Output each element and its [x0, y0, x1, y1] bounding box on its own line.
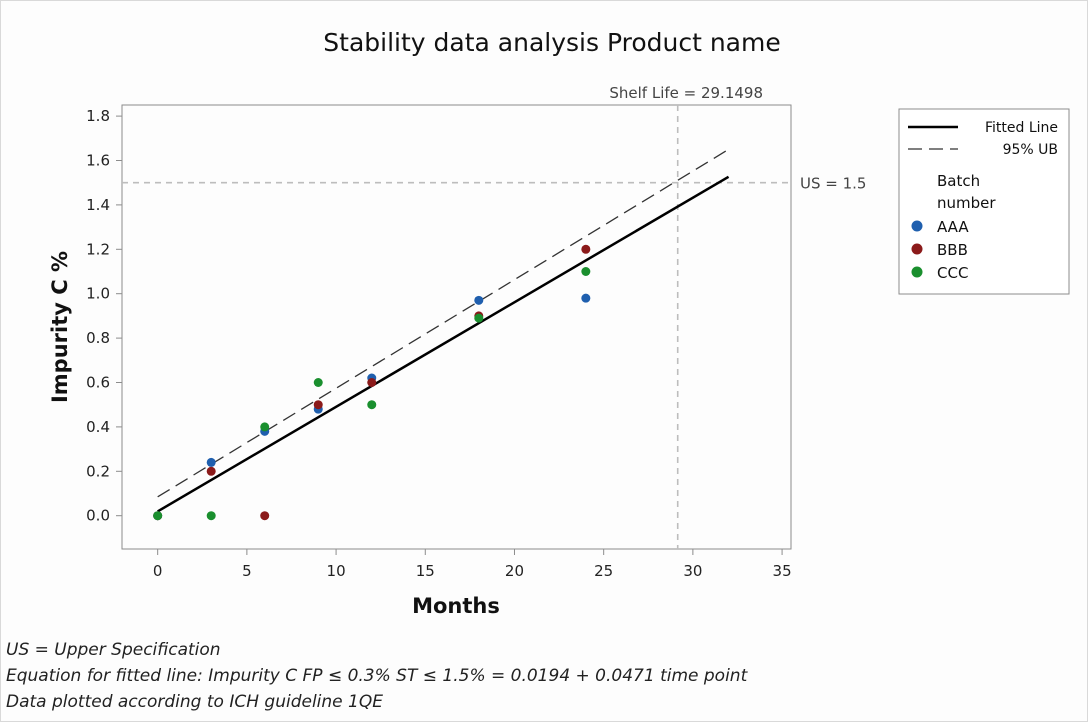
- legend-marker-aaa: [911, 220, 923, 232]
- chart-title: Stability data analysis Product name: [323, 28, 780, 57]
- x-tick-label: 0: [153, 562, 163, 580]
- legend-marker-ccc: [911, 266, 923, 278]
- fit-lines: [157, 148, 730, 513]
- footnote-guideline: Data plotted according to ICH guideline …: [6, 692, 383, 712]
- spec-limit-label: US = 1.5: [800, 175, 866, 193]
- legend-marker-bbb: [911, 243, 923, 255]
- legend-fitted-line-label: Fitted Line: [985, 120, 1058, 136]
- plot-border: [121, 104, 792, 550]
- data-points: [153, 244, 591, 521]
- upper-bound-line: [157, 148, 729, 498]
- x-tick-label: 20: [505, 562, 524, 580]
- y-tick-label: 1.2: [86, 240, 110, 258]
- x-tick-label: 5: [242, 562, 252, 580]
- x-tick-label: 30: [683, 562, 702, 580]
- data-point-aaa: [206, 457, 216, 467]
- y-tick-label: 0.2: [86, 462, 110, 480]
- x-tick-label: 25: [594, 562, 613, 580]
- y-tick-label: 0.8: [86, 329, 110, 347]
- x-tick-label: 35: [773, 562, 792, 580]
- y-tick-label: 1.0: [86, 285, 110, 303]
- data-point-ccc: [581, 267, 591, 276]
- data-point-ccc: [153, 511, 163, 521]
- data-point-ccc: [367, 400, 377, 410]
- data-point-aaa: [474, 295, 484, 305]
- y-tick-label: 1.4: [86, 196, 110, 214]
- y-tick-label: 0.6: [86, 374, 110, 392]
- footnote-spec: US = Upper Specification: [6, 640, 221, 660]
- data-point-bbb: [206, 466, 216, 476]
- legend-label-ccc: CCC: [937, 264, 968, 282]
- stability-chart: Stability data analysis Product name Mon…: [48, 28, 1070, 618]
- y-tick-label: 1.8: [86, 107, 110, 125]
- footnote-equation: Equation for fitted line: Impurity C FP …: [6, 666, 748, 686]
- legend-label-aaa: AAA: [937, 218, 969, 236]
- axes: 0 5 10 15 20 25 30 35 0.0 0.2 0.4 0.6 0.8 1.0 1.2 1.4 1.…: [86, 104, 792, 580]
- legend: Fitted Line 95% UB Batch number AAA BBB CC…: [898, 108, 1070, 295]
- reference-lines: US = 1.5 Shelf Life = 29.1498: [122, 84, 866, 549]
- y-tick-label: 0.0: [86, 507, 110, 525]
- shelf-life-label: Shelf Life = 29.1498: [609, 84, 763, 102]
- data-point-ccc: [474, 313, 484, 323]
- data-point-bbb: [581, 244, 591, 254]
- y-axis-label: Impurity C %: [48, 251, 72, 403]
- legend-label-bbb: BBB: [937, 241, 968, 259]
- data-point-ccc: [313, 378, 323, 387]
- x-tick-label: 10: [327, 562, 346, 580]
- y-tick-label: 1.6: [86, 152, 110, 170]
- legend-ub-label: 95% UB: [1003, 142, 1058, 158]
- fitted-line: [157, 175, 730, 513]
- data-point-aaa: [581, 293, 591, 303]
- legend-title: Batch number: [937, 172, 996, 212]
- x-axis-label: Months: [412, 594, 500, 618]
- y-tick-label: 0.4: [86, 418, 110, 436]
- data-point-bbb: [367, 378, 377, 387]
- x-tick-label: 15: [416, 562, 435, 580]
- data-point-bbb: [260, 511, 270, 521]
- data-point-ccc: [260, 422, 270, 432]
- data-point-bbb: [313, 400, 323, 410]
- data-point-ccc: [206, 511, 216, 521]
